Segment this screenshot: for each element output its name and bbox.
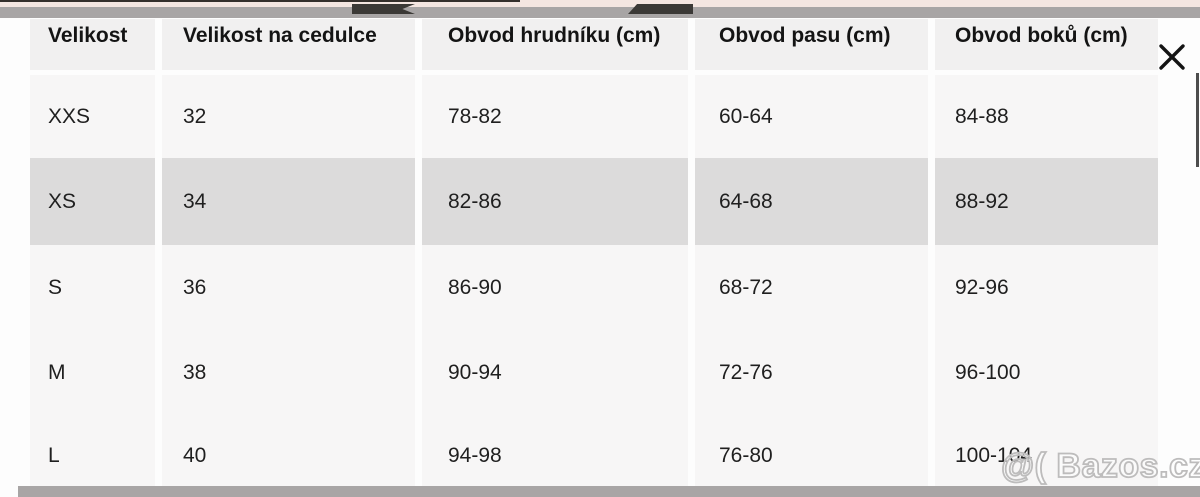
cell-hips: 88-92	[935, 158, 1158, 245]
table-row-s: S 36 86-90 68-72 92-96	[30, 245, 1158, 330]
cell-waist: 64-68	[695, 158, 928, 245]
bottom-bar	[18, 486, 1200, 497]
table-row-xs-highlighted: XS 34 82-86 64-68 88-92	[30, 158, 1158, 245]
cell-label: 36	[162, 245, 415, 330]
cell-waist: 68-72	[695, 245, 928, 330]
close-button[interactable]	[1156, 41, 1188, 73]
column-header-obvod-boku: Obvod boků (cm)	[935, 19, 1158, 70]
column-header-obvod-hrudniku: Obvod hrudníku (cm)	[422, 19, 688, 70]
cell-chest: 86-90	[422, 245, 688, 330]
cell-hips: 92-96	[935, 245, 1158, 330]
column-header-velikost-na-cedulce: Velikost na cedulce	[162, 19, 415, 70]
close-icon	[1158, 43, 1186, 71]
table-row-m: M 38 90-94 72-76 96-100	[30, 330, 1158, 415]
column-header-velikost: Velikost	[30, 19, 155, 70]
cell-label: 34	[162, 158, 415, 245]
cell-size: XS	[30, 158, 155, 245]
scrollbar-thumb[interactable]	[1196, 73, 1199, 167]
cell-label: 32	[162, 75, 415, 158]
cell-waist: 72-76	[695, 330, 928, 415]
cell-label: 38	[162, 330, 415, 415]
cell-hips: 100-104	[935, 415, 1158, 497]
cell-size: S	[30, 245, 155, 330]
cell-size: L	[30, 415, 155, 497]
cell-hips: 96-100	[935, 330, 1158, 415]
progress-segment-right	[628, 4, 693, 14]
cell-chest: 94-98	[422, 415, 688, 497]
table-row-l: L 40 94-98 76-80 100-104	[30, 415, 1158, 497]
video-progress-bar	[0, 4, 1200, 18]
progress-segment-left	[352, 4, 415, 14]
cell-chest: 78-82	[422, 75, 688, 158]
bazos-watermark: @( Bazos.cz	[1000, 446, 1200, 486]
cell-size: M	[30, 330, 155, 415]
cell-waist: 60-64	[695, 75, 928, 158]
cell-chest: 90-94	[422, 330, 688, 415]
cell-chest: 82-86	[422, 158, 688, 245]
table-header-row: Velikost Velikost na cedulce Obvod hrudn…	[30, 19, 1158, 70]
cell-hips: 84-88	[935, 75, 1158, 158]
cell-size: XXS	[30, 75, 155, 158]
top-edge-line	[0, 0, 520, 2]
size-table: Velikost Velikost na cedulce Obvod hrudn…	[30, 19, 1158, 497]
column-header-obvod-pasu: Obvod pasu (cm)	[695, 19, 928, 70]
cell-waist: 76-80	[695, 415, 928, 497]
top-video-bar	[0, 0, 1200, 7]
cell-label: 40	[162, 415, 415, 497]
table-row-xxs: XXS 32 78-82 60-64 84-88	[30, 75, 1158, 158]
